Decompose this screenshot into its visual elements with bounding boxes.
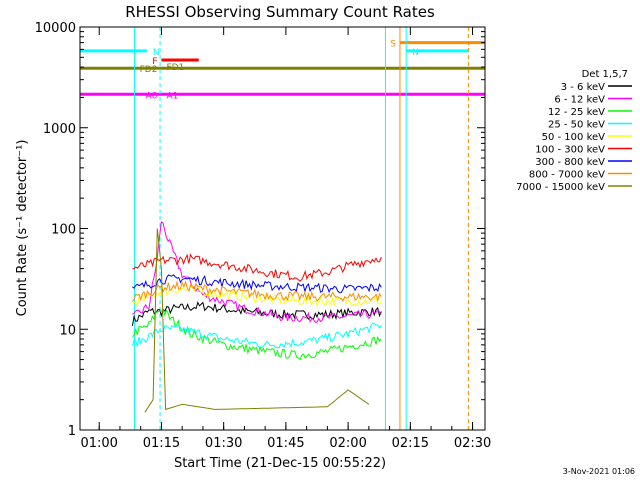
x-tick-label: 02:15: [392, 436, 429, 451]
chart-title: RHESSI Observing Summary Count Rates: [125, 3, 435, 21]
series-line: [132, 221, 382, 324]
y-tick-label: 1000: [43, 122, 76, 137]
x-tick-label: 01:00: [80, 436, 117, 451]
series-line: [131, 301, 382, 326]
x-tick-label: 02:00: [329, 436, 366, 451]
y-tick-label: 10000: [35, 21, 76, 36]
legend-entry: 50 - 100 keV: [542, 132, 606, 143]
series-line: [132, 274, 382, 294]
y-tick-label: 10: [59, 323, 76, 338]
legend-entry: 7000 - 15000 keV: [516, 182, 605, 193]
series-line: [132, 308, 382, 361]
y-axis-label: Count Rate (s⁻¹ detector⁻¹): [15, 140, 30, 317]
flag-label: S: [390, 40, 396, 50]
plot-frame: [79, 26, 486, 431]
flag-label: A0: [146, 91, 158, 101]
x-axis: 01:00 01:15 01:30 01:45 02:00 02:15 02:30: [80, 27, 491, 451]
series-layer: [131, 221, 382, 413]
legend-entry: 800 - 7000 keV: [529, 170, 605, 181]
y-axis: 1 10 100 1000 10000: [35, 21, 485, 439]
x-tick-label: 02:30: [454, 436, 491, 451]
legend-entry: 25 - 50 keV: [548, 120, 605, 131]
y-tick-label: 1: [68, 424, 76, 439]
legend-entry: 100 - 300 keV: [535, 145, 605, 156]
legend-title: Det 1,5,7: [582, 69, 628, 80]
flag-label: N: [412, 48, 419, 58]
flags-layer: NNFFD1FD2A0A1S: [80, 27, 485, 430]
legend-entry: 12 - 25 keV: [548, 107, 605, 118]
flag-label: A1: [166, 91, 178, 101]
flag-label: N: [153, 48, 160, 58]
y-tick-label: 100: [51, 223, 76, 238]
flag-label: FD2: [140, 65, 158, 75]
series-line: [131, 322, 382, 349]
series-line: [132, 253, 382, 282]
x-tick-label: 01:15: [143, 436, 180, 451]
legend-entry: 3 - 6 keV: [561, 82, 605, 93]
flag-label: F: [152, 57, 157, 67]
legend-entry: 6 - 12 keV: [554, 95, 605, 106]
x-axis-label: Start Time (21-Dec-15 00:55:22): [174, 456, 386, 471]
legend-entry: 300 - 800 keV: [535, 157, 605, 168]
footer-timestamp: 3-Nov-2021 01:06: [563, 467, 635, 476]
x-tick-label: 01:30: [205, 436, 242, 451]
series-line: [144, 228, 370, 413]
x-tick-label: 01:45: [267, 436, 304, 451]
series-line: [132, 280, 382, 303]
